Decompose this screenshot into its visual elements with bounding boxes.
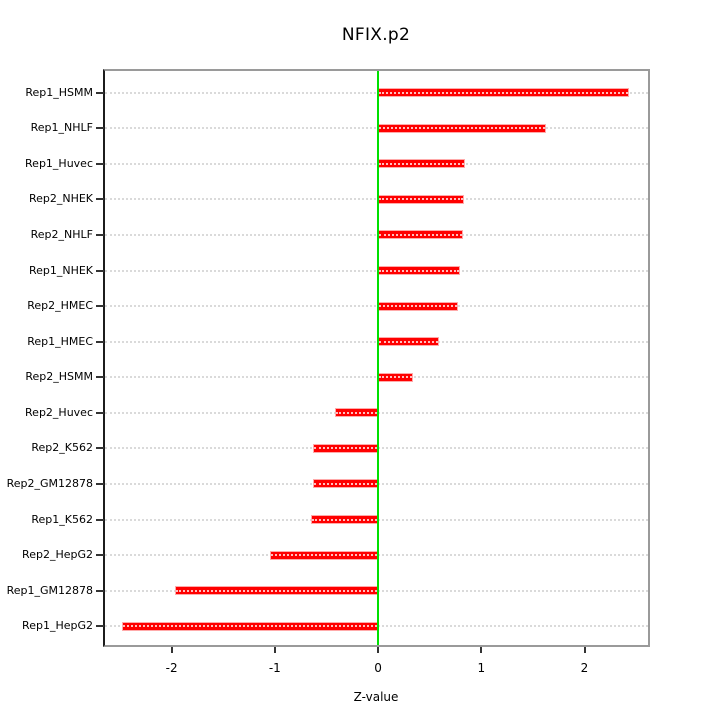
bar: [174, 586, 379, 596]
bar-inner-dash: [379, 305, 457, 308]
y-tick: [96, 233, 104, 236]
y-axis-category-label: Rep2_GM12878: [6, 476, 93, 490]
y-tick: [96, 518, 104, 521]
y-axis-category-label: Rep2_Huvec: [25, 405, 93, 419]
bar-inner-dash: [379, 91, 628, 94]
bar-inner-dash: [379, 233, 462, 236]
y-tick: [96, 162, 104, 165]
x-axis-label: Z-value: [353, 690, 399, 704]
bar-inner-dash: [314, 482, 378, 485]
bar: [310, 515, 379, 525]
bar-inner-dash: [379, 162, 464, 165]
x-tick: [170, 647, 173, 653]
grid-line: [104, 91, 648, 94]
grid-line: [104, 340, 648, 343]
y-tick: [96, 269, 104, 272]
bar-inner-dash: [335, 411, 378, 414]
y-axis-category-label: Rep2_HSMM: [25, 370, 93, 384]
bar: [378, 159, 465, 169]
grid-line: [104, 376, 648, 379]
bar: [269, 550, 379, 560]
grid-line: [104, 233, 648, 236]
bar: [378, 266, 460, 276]
y-axis-category-label: Rep2_NHLF: [30, 227, 93, 241]
x-tick-label: 0: [374, 661, 382, 675]
bar-inner-dash: [314, 447, 378, 450]
x-tick-label: -1: [268, 661, 281, 675]
bar-inner-dash: [379, 127, 546, 130]
y-tick: [96, 376, 104, 379]
y-axis-category-label: Rep2_NHEK: [28, 192, 93, 206]
y-tick: [96, 589, 104, 592]
grid-line: [104, 269, 648, 272]
bar: [378, 372, 414, 382]
y-axis-category-label: Rep1_Huvec: [25, 156, 93, 170]
y-tick: [96, 91, 104, 94]
bar: [378, 88, 629, 98]
bar-inner-dash: [270, 554, 378, 557]
x-tick: [273, 647, 276, 653]
bar: [378, 301, 458, 311]
bar-inner-dash: [311, 518, 378, 521]
grid-line: [104, 127, 648, 130]
x-tick: [583, 647, 586, 653]
y-tick: [96, 305, 104, 308]
bar: [313, 443, 379, 453]
y-axis-category-label: Rep1_GM12878: [6, 583, 93, 597]
bar-inner-dash: [175, 589, 378, 592]
y-tick: [96, 625, 104, 628]
y-axis-category-label: Rep2_K562: [31, 441, 93, 455]
grid-line: [104, 305, 648, 308]
y-tick: [96, 411, 104, 414]
bar-inner-dash: [123, 625, 378, 628]
bar: [378, 194, 464, 204]
y-tick: [96, 127, 104, 130]
y-tick: [96, 482, 104, 485]
y-axis-category-label: Rep2_HMEC: [27, 299, 93, 313]
y-axis-category-label: Rep1_HMEC: [27, 334, 93, 348]
bar-inner-dash: [379, 376, 413, 379]
y-tick: [96, 198, 104, 201]
y-tick: [96, 447, 104, 450]
bar-inner-dash: [379, 198, 463, 201]
bar-inner-dash: [379, 269, 459, 272]
y-tick: [96, 554, 104, 557]
x-tick: [377, 647, 380, 653]
bar: [122, 621, 379, 631]
plot-area: [103, 69, 650, 647]
bar: [378, 337, 439, 347]
y-axis-category-label: Rep1_NHLF: [30, 121, 93, 135]
x-tick-label: 2: [580, 661, 589, 675]
x-tick: [480, 647, 483, 653]
bar: [378, 123, 547, 133]
y-tick: [96, 340, 104, 343]
grid-line: [104, 162, 648, 165]
bar: [378, 230, 463, 240]
y-axis-category-label: Rep1_HepG2: [22, 619, 93, 633]
bar-inner-dash: [379, 340, 438, 343]
x-tick-label: -2: [165, 661, 178, 675]
zero-line: [377, 71, 380, 645]
y-axis-category-label: Rep1_HSMM: [25, 85, 93, 99]
y-axis-category-label: Rep1_K562: [31, 512, 93, 526]
grid-line: [104, 198, 648, 201]
y-axis-category-label: Rep1_NHEK: [28, 263, 93, 277]
bar: [313, 479, 379, 489]
x-tick-label: 1: [477, 661, 486, 675]
y-axis-category-label: Rep2_HepG2: [22, 548, 93, 562]
chart-title: NFIX.p2: [341, 25, 411, 45]
bar: [334, 408, 379, 418]
